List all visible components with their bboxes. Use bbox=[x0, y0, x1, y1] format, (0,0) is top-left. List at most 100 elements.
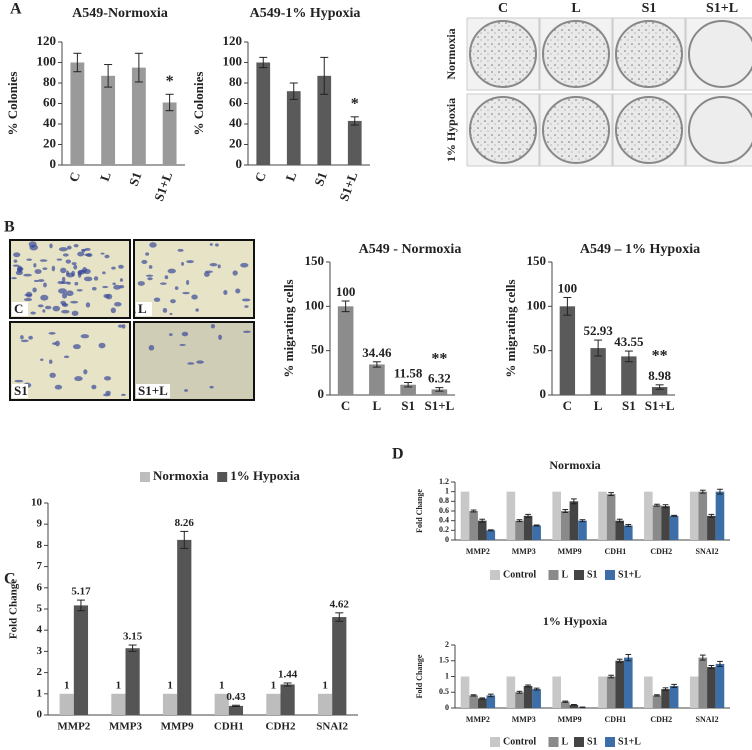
bar bbox=[598, 491, 607, 540]
cell bbox=[61, 309, 70, 314]
y-tick-label: 1.2 bbox=[439, 477, 449, 486]
bar bbox=[162, 102, 177, 165]
y-tick-label: 5 bbox=[37, 603, 43, 615]
bar bbox=[317, 75, 332, 165]
bar bbox=[266, 693, 281, 715]
y-tick-label: 120 bbox=[37, 33, 57, 48]
bar bbox=[715, 663, 725, 708]
data-label: 1 bbox=[116, 679, 122, 691]
data-label: 1 bbox=[64, 679, 70, 691]
legend-swatch bbox=[548, 570, 559, 580]
bar bbox=[469, 695, 478, 708]
image-label: S1 bbox=[14, 383, 28, 398]
cell bbox=[51, 265, 56, 272]
cell bbox=[62, 292, 68, 299]
cell bbox=[77, 271, 82, 278]
error-bar bbox=[487, 693, 494, 698]
error-bar bbox=[717, 660, 723, 667]
panel-label: B bbox=[4, 219, 15, 236]
data-label: 8.26 bbox=[175, 517, 195, 529]
plate bbox=[615, 96, 683, 164]
bar bbox=[101, 75, 116, 165]
data-label: 52.93 bbox=[584, 323, 614, 338]
cell bbox=[148, 265, 153, 269]
error-bar bbox=[699, 489, 706, 494]
cell bbox=[113, 284, 121, 290]
bar bbox=[644, 676, 653, 708]
cell bbox=[33, 279, 39, 282]
y-tick-label: 20 bbox=[43, 135, 56, 150]
cell bbox=[66, 245, 72, 250]
error-bar bbox=[104, 64, 113, 88]
bar bbox=[162, 693, 178, 715]
y-tick-label: 60 bbox=[229, 94, 242, 109]
cell bbox=[210, 323, 216, 329]
x-tick-label: MMP9 bbox=[558, 547, 582, 556]
y-tick-label: 3 bbox=[37, 645, 43, 657]
error-bar bbox=[562, 509, 569, 513]
cell bbox=[118, 264, 124, 269]
error-bar bbox=[533, 524, 540, 527]
y-tick-label: 7 bbox=[37, 560, 43, 572]
image-label: S1+L bbox=[138, 383, 168, 398]
x-tick-label: CDH2 bbox=[266, 721, 296, 733]
legend-label: S1 bbox=[587, 736, 598, 747]
y-tick-label: 0 bbox=[445, 703, 449, 712]
data-label: 8.98 bbox=[648, 368, 671, 383]
y-tick-label: 150 bbox=[305, 253, 325, 268]
x-tick-label: CDH1 bbox=[605, 547, 627, 556]
error-bar bbox=[516, 690, 523, 694]
bar bbox=[486, 695, 496, 708]
bar bbox=[506, 676, 516, 708]
x-tick-label: CDH2 bbox=[650, 547, 672, 556]
cell bbox=[209, 243, 213, 246]
y-axis-label: % migrating cells bbox=[281, 279, 296, 377]
cell bbox=[26, 258, 33, 261]
data-label: 1 bbox=[271, 679, 277, 691]
column-label: S1 bbox=[642, 1, 657, 16]
cell bbox=[20, 339, 29, 343]
bar bbox=[552, 491, 561, 540]
micrograph bbox=[9, 239, 131, 319]
y-tick-label: 2 bbox=[445, 640, 449, 649]
cell bbox=[105, 293, 113, 300]
bar bbox=[532, 689, 541, 708]
annotation: * bbox=[166, 73, 174, 90]
y-tick-label: 9 bbox=[37, 518, 43, 530]
bar bbox=[337, 306, 354, 395]
bar bbox=[515, 692, 524, 708]
y-tick-label: 150 bbox=[527, 253, 547, 268]
cell bbox=[121, 393, 126, 396]
cell bbox=[25, 291, 33, 298]
cell bbox=[43, 282, 47, 288]
x-tick-label: MMP3 bbox=[109, 721, 142, 733]
bar bbox=[469, 511, 478, 540]
cell bbox=[121, 324, 126, 329]
data-label: 1 bbox=[322, 679, 328, 691]
y-tick-label: 0 bbox=[445, 535, 449, 544]
bar bbox=[347, 120, 362, 165]
cell bbox=[44, 305, 52, 310]
error-bar bbox=[708, 513, 715, 518]
x-tick-label: C bbox=[563, 398, 572, 413]
data-label: 1 bbox=[167, 679, 173, 691]
x-tick-label: MMP3 bbox=[512, 715, 536, 724]
cell bbox=[168, 333, 173, 337]
cell bbox=[33, 263, 37, 268]
cell bbox=[147, 277, 153, 281]
y-tick-label: 0 bbox=[236, 156, 243, 171]
plate bbox=[688, 96, 752, 164]
error-bar bbox=[579, 706, 586, 709]
chart-title: A549 – 1% Hypoxia bbox=[580, 242, 700, 257]
bar bbox=[477, 520, 487, 540]
cell bbox=[37, 279, 45, 282]
cell bbox=[160, 282, 167, 285]
legend-swatch bbox=[217, 472, 228, 482]
legend-label: Control bbox=[503, 736, 536, 747]
y-tick-label: 0 bbox=[50, 156, 57, 171]
error-bar bbox=[404, 382, 413, 388]
bar bbox=[523, 515, 533, 540]
cell bbox=[82, 267, 88, 273]
cell bbox=[60, 281, 70, 284]
error-bar bbox=[76, 599, 85, 612]
